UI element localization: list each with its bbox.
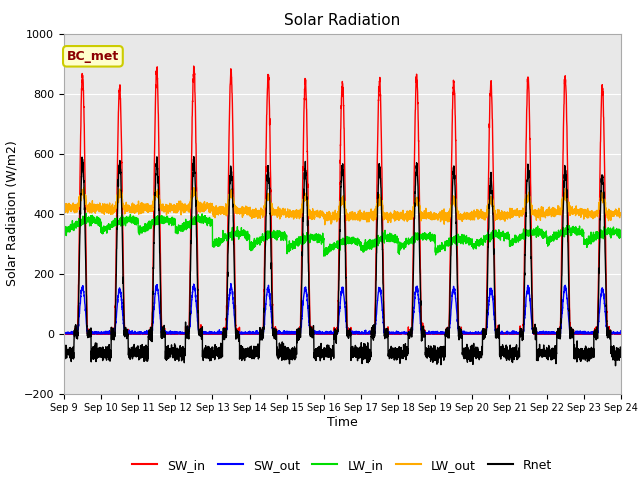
Y-axis label: Solar Radiation (W/m2): Solar Radiation (W/m2) — [5, 141, 18, 287]
Rnet — [436, 353, 444, 359]
SW_in — [161, 331, 168, 336]
SW_in — [322, 331, 330, 336]
Rnet — [60, 348, 68, 354]
LW_in — [617, 230, 625, 236]
LW_out — [617, 211, 625, 217]
LW_in — [499, 229, 507, 235]
Rnet — [190, 154, 198, 159]
LW_out — [80, 184, 88, 190]
SW_in — [436, 331, 444, 337]
Rnet — [467, 354, 475, 360]
SW_out — [436, 331, 444, 336]
Line: SW_in: SW_in — [64, 66, 621, 334]
LW_in — [320, 253, 328, 259]
SW_out — [322, 330, 330, 336]
Line: LW_in: LW_in — [64, 214, 621, 256]
Rnet — [612, 363, 620, 369]
LW_out — [616, 211, 624, 217]
Title: Solar Radiation: Solar Radiation — [284, 13, 401, 28]
SW_in — [62, 331, 70, 337]
Rnet — [322, 351, 330, 357]
Text: BC_met: BC_met — [67, 50, 119, 63]
SW_out — [499, 330, 507, 336]
Rnet — [616, 350, 624, 356]
Line: SW_out: SW_out — [64, 284, 621, 334]
LW_in — [436, 244, 444, 250]
Rnet — [499, 352, 507, 358]
LW_out — [322, 215, 330, 221]
LW_out — [499, 216, 507, 222]
SW_in — [616, 331, 624, 336]
SW_in — [468, 331, 476, 337]
SW_out — [60, 331, 68, 336]
SW_out — [160, 329, 168, 335]
SW_out — [227, 281, 235, 287]
Legend: SW_in, SW_out, LW_in, LW_out, Rnet: SW_in, SW_out, LW_in, LW_out, Rnet — [127, 454, 557, 477]
X-axis label: Time: Time — [327, 416, 358, 429]
LW_out — [468, 211, 476, 217]
Line: LW_out: LW_out — [64, 187, 621, 225]
Rnet — [160, 331, 168, 337]
LW_in — [616, 227, 624, 233]
LW_in — [60, 227, 68, 232]
LW_out — [161, 204, 168, 210]
SW_out — [467, 331, 475, 336]
Rnet — [617, 352, 625, 358]
Line: Rnet: Rnet — [64, 156, 621, 366]
LW_out — [60, 206, 68, 212]
LW_in — [322, 250, 330, 256]
SW_in — [190, 63, 198, 69]
LW_out — [436, 219, 444, 225]
SW_out — [617, 328, 625, 334]
LW_out — [321, 222, 329, 228]
LW_in — [82, 211, 90, 216]
LW_in — [468, 238, 476, 243]
SW_in — [617, 331, 625, 336]
SW_out — [616, 331, 624, 336]
SW_in — [60, 331, 68, 337]
LW_in — [161, 220, 168, 226]
SW_in — [499, 331, 507, 336]
